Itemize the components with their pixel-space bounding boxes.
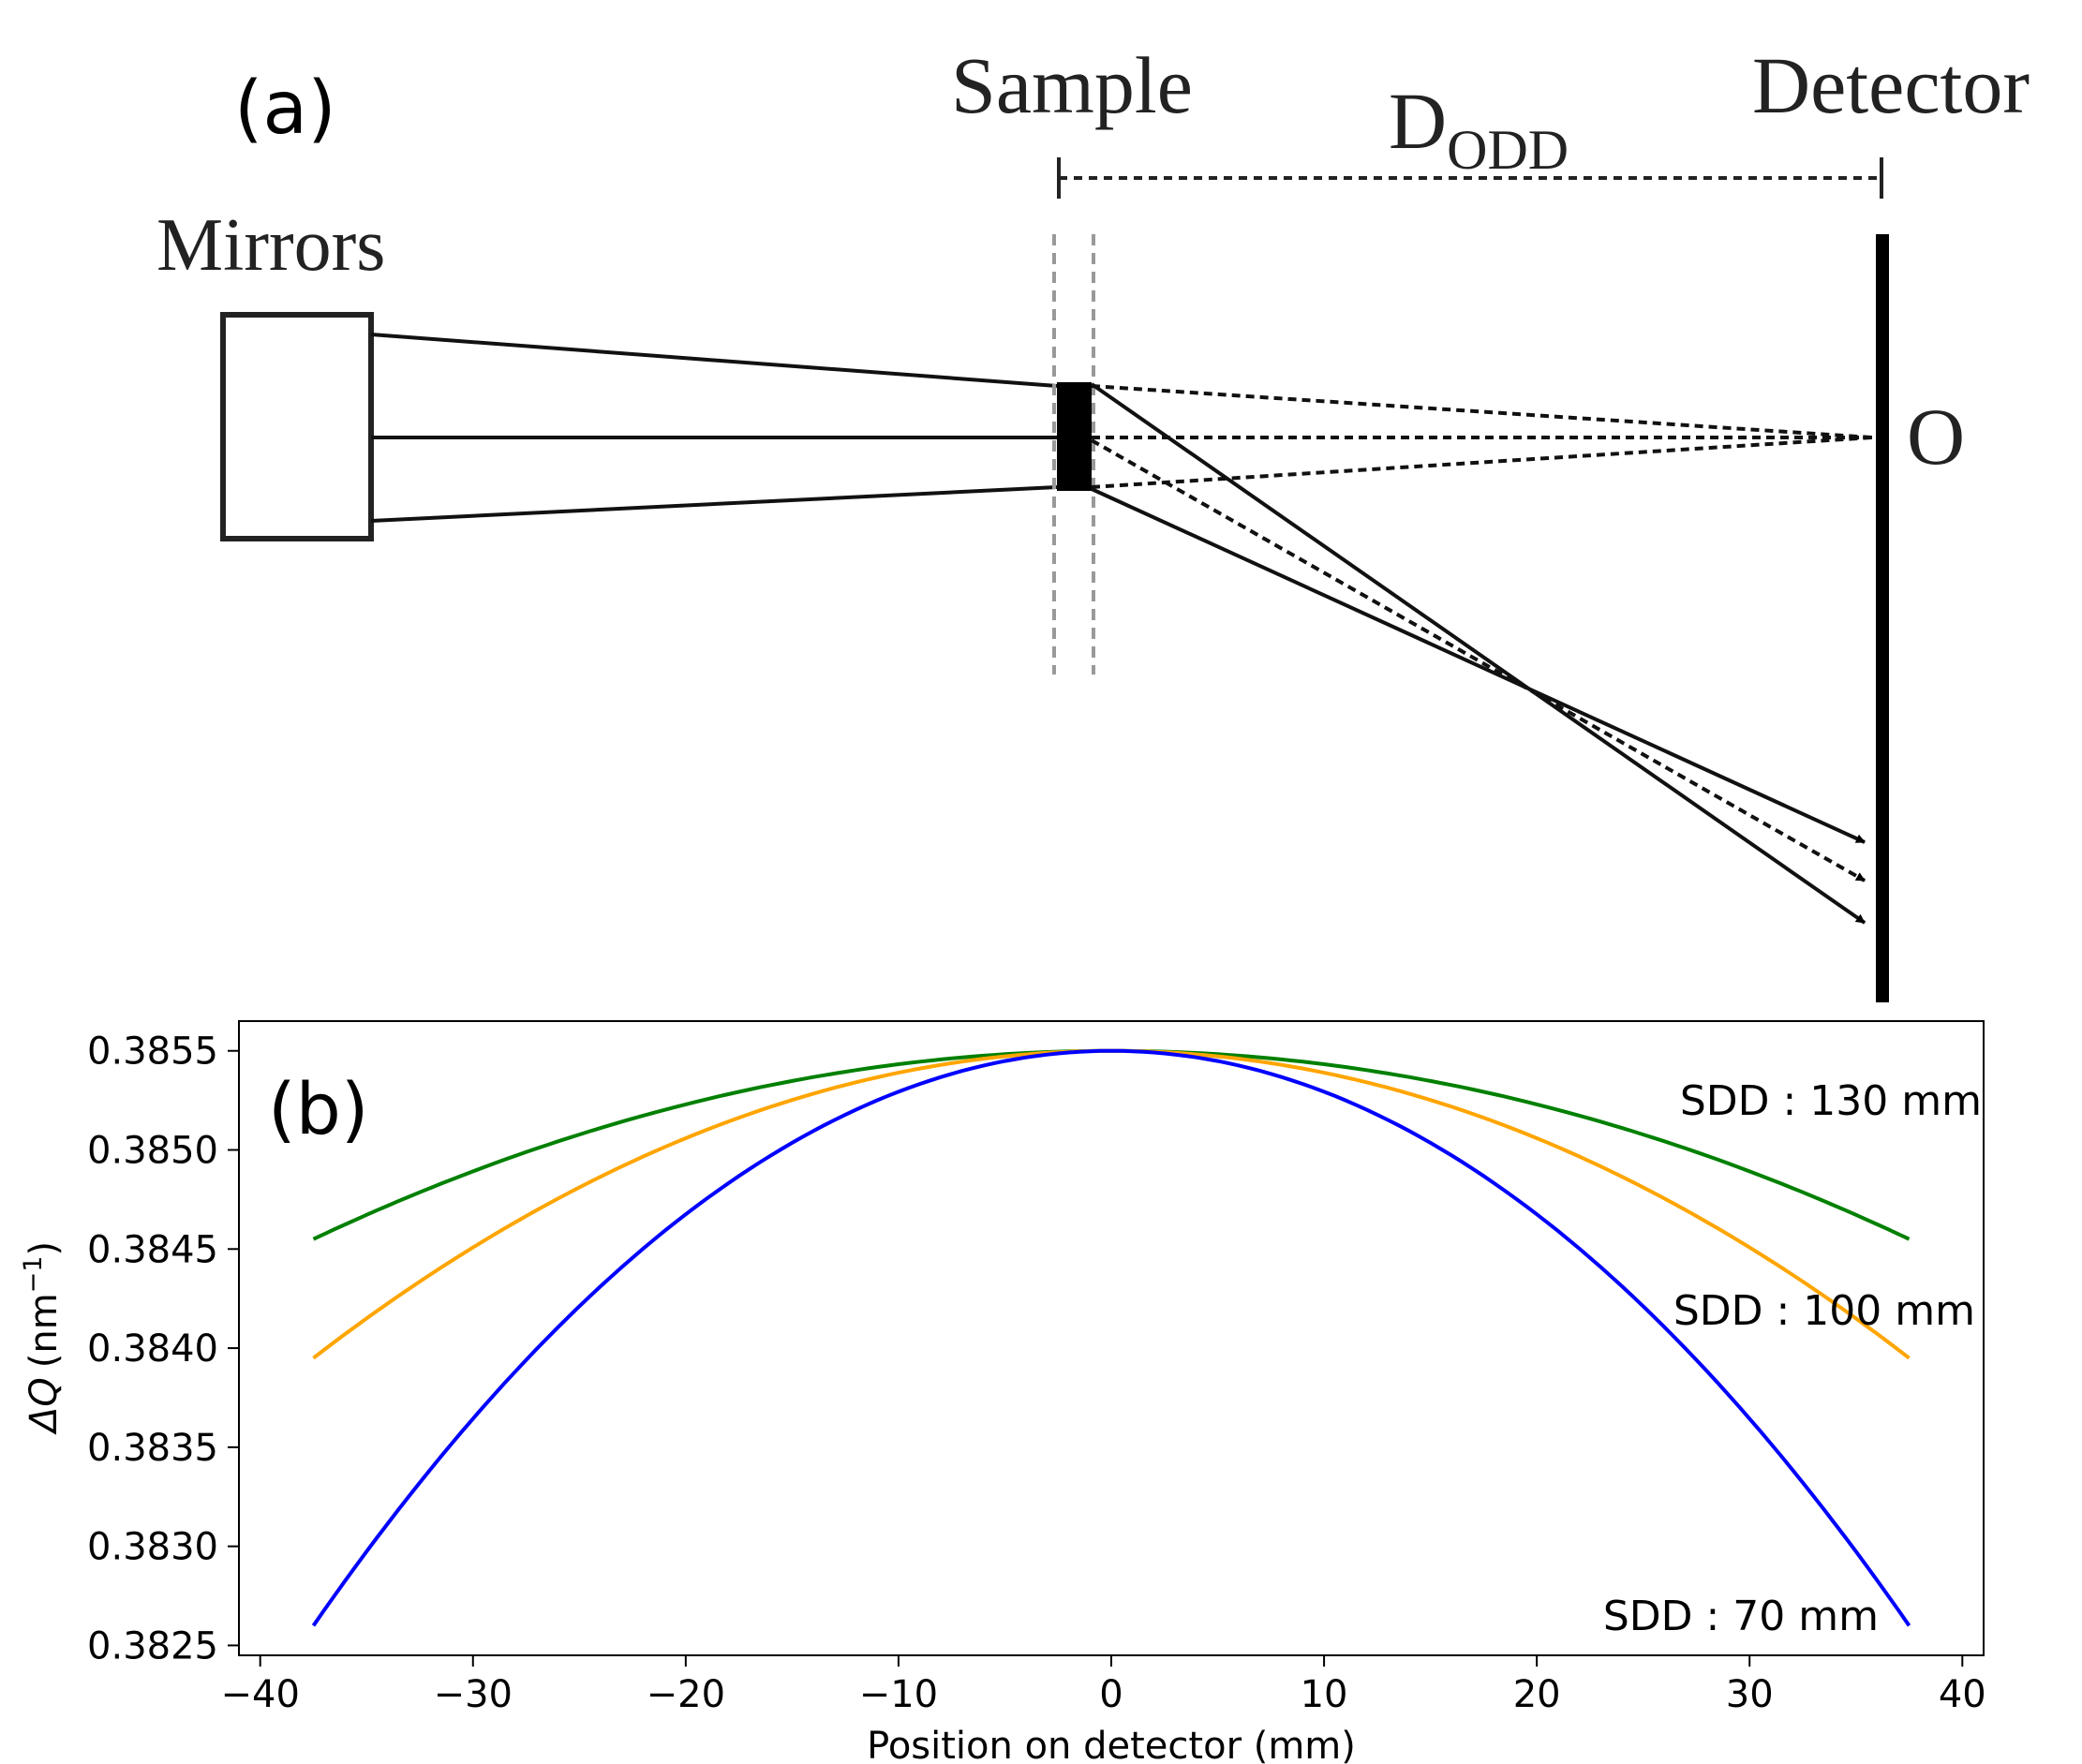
line-chart: −40 −30 −20 −10 0 10 20 30 40 0.3825 0.3830 0.3835 0… [19,1020,1986,1764]
panel-label-b: (b) [268,1067,369,1150]
sample-label: Sample [951,40,1193,130]
distance-label: DODD [1389,76,1569,181]
scattered-beams [1090,382,1866,925]
x-tick-label: −20 [647,1673,725,1716]
y-tick-label: 0.3830 [87,1526,218,1569]
series-line-2 [311,1048,1911,1627]
panel-label-a: (a) [234,67,336,151]
y-axis-label-close: ) [22,1241,66,1256]
x-tick-label: −10 [859,1673,938,1716]
y-tick-label: 0.3825 [87,1624,218,1668]
legend-label-70mm: SDD : 70 mm [1603,1593,1879,1640]
incoming-beams [370,333,1058,523]
sample-guides [1052,234,1095,674]
sample-block [1057,382,1092,491]
x-tick-label: 20 [1513,1673,1561,1716]
y-axis-label-unit: (nm [22,1293,66,1368]
x-tick-label: 0 [1099,1673,1123,1716]
origin-label: O [1907,392,1965,482]
detector-label: Detector [1752,40,2030,130]
legend-label-130mm: SDD : 130 mm [1680,1077,1982,1125]
y-tick-label: 0.3840 [87,1327,218,1371]
distance-dimension-line [1057,157,1883,199]
x-tick-label: −30 [434,1673,513,1716]
transmitted-beams [1091,384,1873,489]
schematic-diagram: (a) Mirrors Sample Detector DODD [156,40,2030,1002]
series-line-0 [312,1048,1911,1241]
y-axis-label: ΔQ (nm−1) [19,1241,66,1435]
distance-label-sub: ODD [1447,119,1569,181]
x-tick-label: −40 [220,1673,299,1716]
y-tick-label: 0.3855 [87,1030,218,1074]
y-tick-label: 0.3845 [87,1228,218,1271]
detector-bar [1876,234,1889,1002]
mirrors-box [220,312,374,541]
y-axis-label-exp: −1 [19,1256,48,1294]
series-lines [311,1048,1911,1627]
series-line-1 [312,1048,1911,1360]
y-tick-label: 0.3850 [87,1130,218,1173]
axis-ticks: −40 −30 −20 −10 0 10 20 30 40 0.3825 0.3830 0.3835 0… [87,1030,1986,1716]
x-tick-label: 10 [1301,1673,1348,1716]
mirrors-label: Mirrors [156,204,385,287]
distance-label-main: D [1389,76,1447,166]
x-tick-label: 40 [1939,1673,1986,1716]
y-tick-label: 0.3835 [87,1427,218,1470]
x-axis-label: Position on detector (mm) [867,1725,1356,1764]
x-tick-label: 30 [1726,1673,1774,1716]
y-axis-label-symbol: ΔQ [22,1377,66,1435]
legend-label-100mm: SDD : 100 mm [1673,1287,1975,1335]
